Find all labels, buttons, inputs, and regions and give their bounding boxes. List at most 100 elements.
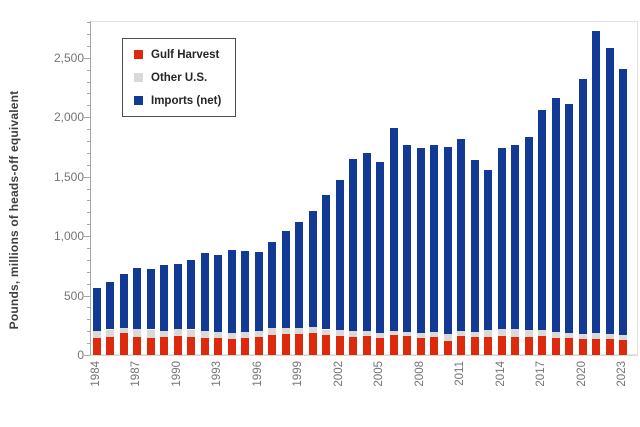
y-minor-tick-1900 (87, 129, 90, 130)
bar-segment-2023-other-u-s (619, 334, 628, 341)
bar-segment-1997-gulf-harvest (268, 335, 277, 355)
bar-segment-2002-imports-net (335, 180, 344, 330)
bar-segment-2019-gulf-harvest (565, 338, 574, 355)
bar-1990 (173, 264, 182, 355)
bar-segment-1991-gulf-harvest (187, 337, 196, 355)
bar-2019 (565, 103, 574, 355)
bar-segment-2018-gulf-harvest (551, 337, 560, 355)
bar-segment-2003-other-u-s (349, 331, 358, 337)
bar-segment-2008-imports-net (416, 147, 425, 333)
bar-segment-2008-other-u-s (416, 332, 425, 338)
y-minor-tick-2800 (87, 22, 90, 23)
y-minor-tick-700 (87, 271, 90, 273)
bar-segment-1984-imports-net (92, 288, 101, 331)
bar-1984 (92, 288, 101, 355)
bar-segment-2009-other-u-s (430, 332, 439, 337)
bar-segment-2015-other-u-s (511, 329, 520, 337)
y-minor-tick-2700 (87, 33, 90, 35)
bar-segment-2009-gulf-harvest (430, 336, 439, 355)
x-tick-label-2008: 2008 (413, 361, 426, 387)
bar-segment-2021-other-u-s (592, 333, 601, 339)
bar-segment-2018-imports-net (551, 98, 560, 333)
bar-segment-2014-imports-net (497, 147, 506, 330)
y-minor-tick-100 (87, 343, 90, 345)
y-minor-tick-1200 (87, 212, 90, 214)
bar-segment-2014-gulf-harvest (497, 336, 506, 355)
bar-2010 (443, 146, 452, 355)
bar-segment-1987-imports-net (133, 267, 142, 329)
y-tick-label-500: 500 (63, 288, 84, 303)
bar-segment-2015-gulf-harvest (511, 336, 520, 355)
y-minor-tick-1400 (87, 188, 90, 190)
bar-segment-2020-other-u-s (578, 333, 587, 339)
y-major-tick-1500 (84, 176, 90, 178)
y-minor-tick-1100 (87, 224, 90, 226)
bar-1992 (200, 252, 209, 355)
bar-segment-1994-other-u-s (227, 333, 236, 339)
bar-segment-2008-gulf-harvest (416, 337, 425, 355)
bar-2021 (592, 30, 601, 355)
bar-segment-2001-other-u-s (322, 329, 331, 336)
x-axis-line (90, 355, 638, 356)
bar-1987 (133, 267, 142, 355)
bar-segment-2020-gulf-harvest (578, 338, 587, 355)
y-minor-tick-1600 (87, 164, 90, 166)
bar-segment-2016-other-u-s (524, 330, 533, 337)
bar-segment-2013-other-u-s (484, 329, 493, 337)
y-minor-tick-900 (87, 248, 90, 249)
bar-2009 (430, 144, 439, 355)
bar-segment-2017-gulf-harvest (538, 336, 547, 355)
bar-2004 (362, 153, 371, 355)
bar-2015 (511, 145, 520, 355)
bar-1993 (214, 255, 223, 355)
bar-2003 (349, 159, 358, 355)
bar-segment-1999-gulf-harvest (295, 334, 304, 355)
bar-segment-2022-imports-net (605, 47, 614, 334)
y-minor-tick-400 (87, 307, 90, 309)
legend-swatch-icon-imports-net (134, 96, 143, 105)
bar-2022 (605, 47, 614, 355)
x-tick-label-1996: 1996 (251, 361, 264, 387)
bar-segment-2017-imports-net (538, 110, 547, 331)
bar-segment-2016-imports-net (524, 136, 533, 331)
bar-segment-2013-gulf-harvest (484, 336, 493, 355)
bar-segment-1998-gulf-harvest (281, 334, 290, 355)
bar-segment-2005-other-u-s (376, 333, 385, 338)
y-tick-label-1000: 1,000 (53, 229, 84, 244)
y-major-tick-0 (84, 355, 90, 356)
bar-segment-2012-gulf-harvest (470, 336, 479, 355)
y-minor-tick-2600 (87, 45, 90, 47)
bar-segment-2005-gulf-harvest (376, 337, 385, 355)
bar-1994 (227, 250, 236, 355)
bar-segment-2022-gulf-harvest (605, 339, 614, 355)
bar-segment-1985-gulf-harvest (106, 336, 115, 355)
bar-segment-1994-gulf-harvest (227, 338, 236, 355)
bar-1996 (254, 252, 263, 355)
bar-segment-2010-gulf-harvest (443, 341, 452, 355)
bar-1997 (268, 242, 277, 355)
y-minor-tick-2200 (87, 93, 90, 95)
bar-segment-1995-other-u-s (241, 331, 250, 339)
bar-segment-1991-imports-net (187, 259, 196, 330)
bar-2008 (416, 147, 425, 355)
legend-item-other-u-s: Other U.S. (134, 72, 235, 84)
bar-2011 (457, 138, 466, 355)
bar-segment-1986-gulf-harvest (119, 332, 128, 355)
bar-segment-2009-imports-net (430, 144, 439, 332)
bar-segment-2007-gulf-harvest (403, 336, 412, 355)
bar-segment-2012-imports-net (470, 159, 479, 332)
bar-segment-2018-other-u-s (551, 332, 560, 338)
bar-1989 (160, 265, 169, 355)
x-tick-label-2002: 2002 (332, 361, 345, 387)
y-tick-label-0: 0 (77, 348, 84, 362)
bar-segment-1985-other-u-s (106, 329, 115, 337)
bar-segment-1990-imports-net (173, 264, 182, 329)
bar-2013 (484, 169, 493, 355)
y-minor-tick-2100 (87, 105, 90, 107)
bar-segment-1998-imports-net (281, 231, 290, 328)
bar-2002 (335, 180, 344, 355)
x-tick-label-2020: 2020 (575, 361, 588, 387)
bar-segment-1984-gulf-harvest (92, 337, 101, 355)
bar-segment-2014-other-u-s (497, 329, 506, 337)
bar-segment-1996-imports-net (254, 252, 263, 332)
